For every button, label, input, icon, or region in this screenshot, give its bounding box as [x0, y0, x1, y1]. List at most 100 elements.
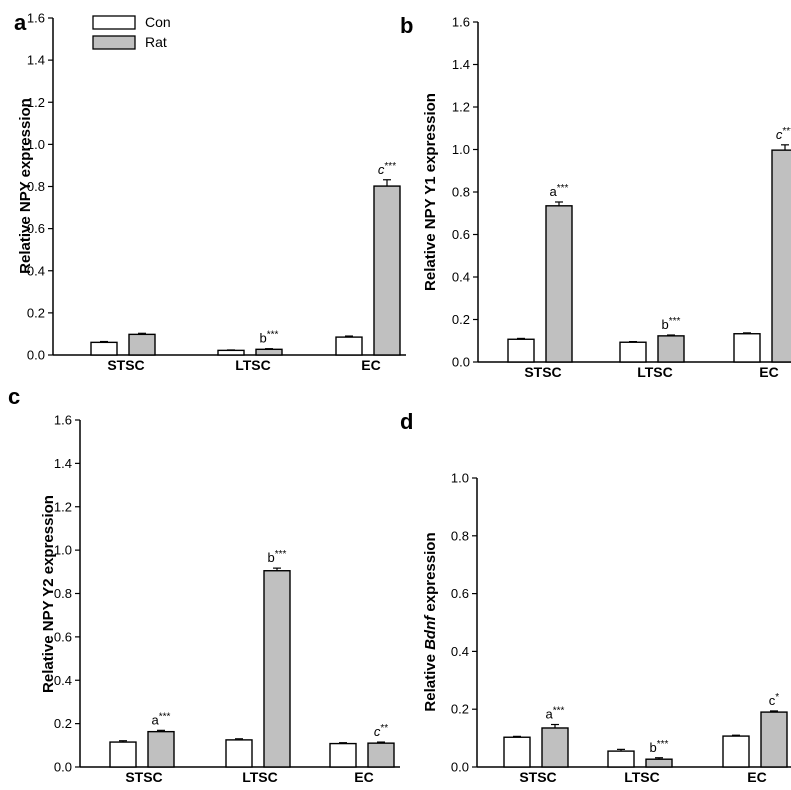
- y-tick-label: 1.2: [27, 95, 45, 110]
- significance-annotation: c*: [769, 692, 780, 708]
- bar-con-ec: [722, 735, 750, 768]
- annotation-letter: a: [546, 707, 554, 722]
- y-tick-label: 0.0: [452, 355, 470, 370]
- annotation-stars: ***: [553, 706, 565, 717]
- y-tick-label: 0.4: [451, 644, 469, 659]
- significance-annotation: c***: [378, 161, 396, 177]
- x-category-label: EC: [361, 357, 380, 373]
- panel-b: b 0.0 0.2 0.4 0.6 0.8 1.0 1.2 1.4 1.6 Relative NPY…: [400, 13, 791, 380]
- y-tick-label: 0.2: [451, 702, 469, 717]
- y-axis-label-gene: Bdnf: [422, 614, 439, 650]
- x-category-label: STSC: [524, 364, 561, 380]
- bar-rat-ltsc: [657, 335, 685, 363]
- bar-rat-ec: [367, 742, 395, 768]
- bar-con-ec: [335, 336, 363, 356]
- x-category-label: STSC: [125, 769, 162, 785]
- annotation-stars: ***: [669, 316, 681, 327]
- y-tick-label: 0.2: [27, 305, 45, 320]
- significance-annotation: c***: [776, 126, 791, 142]
- significance-annotation: b***: [662, 316, 681, 332]
- annotation-stars: ***: [657, 739, 669, 750]
- y-tick-label: 0.4: [27, 263, 45, 278]
- bar-rat-stsc: [545, 205, 573, 363]
- annotation-stars: ***: [557, 183, 569, 194]
- legend-swatch-rat: [92, 35, 136, 50]
- y-tick-label: 1.4: [452, 57, 470, 72]
- annotation-stars: ***: [159, 711, 171, 722]
- panel-c: c 0.0 0.2 0.4 0.6 0.8 1.0 1.2 1.4 1.6 Relative NPY…: [8, 384, 400, 785]
- annotation-stars: *: [775, 692, 779, 703]
- y-tick-label: 0.2: [452, 312, 470, 327]
- panel-label: d: [400, 409, 413, 434]
- y-axis-label: Relative NPY Y1 expression: [422, 93, 439, 291]
- y-axis-label-text: Relative NPY expression: [17, 98, 34, 274]
- panel-label: a: [14, 10, 27, 35]
- significance-annotation: b***: [260, 330, 279, 346]
- y-tick-label: 0.8: [27, 179, 45, 194]
- y-tick-label: 1.0: [54, 543, 72, 558]
- x-category-label: EC: [747, 769, 766, 785]
- panel-label: c: [8, 384, 20, 409]
- y-tick-label: 0.6: [451, 586, 469, 601]
- y-axis-label: Relative Bdnf expression: [422, 532, 439, 711]
- legend-label-con: Con: [145, 14, 171, 30]
- significance-annotation: a***: [152, 711, 171, 727]
- annotation-letter: a: [152, 712, 160, 727]
- y-tick-label: 0.8: [54, 586, 72, 601]
- annotation-letter: c: [769, 693, 776, 708]
- annotation-letter: b: [662, 317, 669, 332]
- bar-con-stsc: [90, 341, 118, 356]
- y-tick-label: 0.2: [54, 716, 72, 731]
- y-tick-label: 1.4: [54, 456, 72, 471]
- annotation-letter: b: [260, 331, 267, 346]
- bar-rat-ec: [760, 711, 788, 768]
- y-axis-label-text: Relative NPY Y1 expression: [422, 93, 439, 291]
- annotation-letter: a: [550, 184, 558, 199]
- bar-con-stsc: [503, 736, 531, 768]
- bar-rat-ltsc: [255, 348, 283, 356]
- bar-rat-stsc: [541, 727, 569, 768]
- annotation-letter: b: [268, 550, 275, 565]
- significance-annotation: c**: [374, 723, 388, 739]
- y-axis-label: Relative NPY expression: [17, 98, 34, 274]
- annotation-stars: ***: [782, 126, 791, 137]
- annotation-stars: ***: [267, 330, 279, 341]
- y-tick-label: 1.2: [54, 499, 72, 514]
- x-category-label: LTSC: [235, 357, 271, 373]
- bar-rat-ec: [373, 185, 401, 356]
- bar-rat-ltsc: [645, 758, 673, 768]
- y-tick-label: 1.6: [54, 413, 72, 428]
- annotation-stars: ***: [384, 161, 396, 172]
- panel-a: a 0.0 0.2 0.4 0.6 0.8 1.0 1.2 1.4 1.6 Relative NPY…: [14, 10, 406, 373]
- legend-label-rat: Rat: [145, 34, 167, 50]
- bar-con-ltsc: [607, 750, 635, 768]
- y-axis-label-text: Relative: [422, 650, 439, 712]
- y-axis-label-text: Relative NPY Y2 expression: [40, 495, 57, 693]
- bar-con-ltsc: [217, 349, 245, 356]
- bar-rat-stsc: [147, 730, 175, 768]
- y-tick-label: 0.8: [451, 528, 469, 543]
- y-tick-label: 0.6: [54, 629, 72, 644]
- bar-con-ec: [733, 333, 761, 363]
- y-tick-label: 1.6: [27, 11, 45, 26]
- y-tick-label: 1.4: [27, 53, 45, 68]
- bar-con-stsc: [109, 741, 137, 768]
- y-tick-label: 0.4: [452, 270, 470, 285]
- annotation-stars: ***: [275, 549, 287, 560]
- annotation-stars: **: [380, 723, 388, 734]
- bar-con-stsc: [507, 338, 535, 363]
- annotation-letter: c: [378, 162, 385, 177]
- significance-annotation: a***: [546, 706, 565, 722]
- y-tick-label: 0.6: [27, 221, 45, 236]
- bar-con-ltsc: [619, 341, 647, 363]
- y-axis-label-suffix: expression: [422, 532, 439, 615]
- bar-rat-ec: [771, 149, 791, 363]
- x-category-label: EC: [354, 769, 373, 785]
- x-category-label: EC: [759, 364, 778, 380]
- significance-annotation: b***: [268, 549, 287, 565]
- y-tick-label: 1.0: [27, 137, 45, 152]
- bar-rat-stsc: [128, 333, 156, 356]
- y-tick-label: 0.0: [27, 348, 45, 363]
- y-tick-label: 1.2: [452, 100, 470, 115]
